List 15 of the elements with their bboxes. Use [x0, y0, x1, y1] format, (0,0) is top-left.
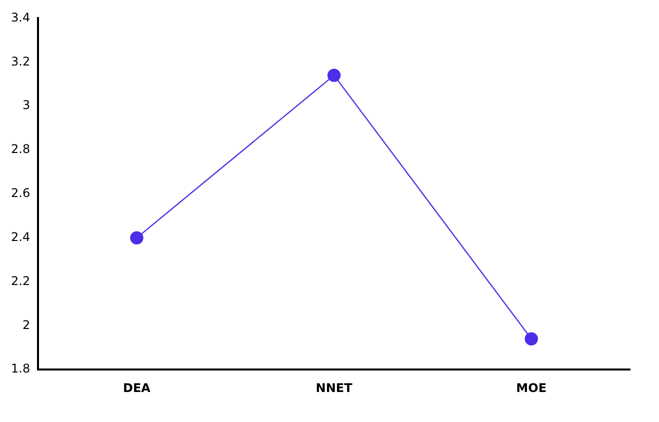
point [130, 231, 144, 244]
y-tick-label: 1.8 [10, 362, 30, 376]
point [327, 68, 341, 82]
y-tick-label: 2.6 [10, 186, 30, 200]
y-tick-label: 2.8 [10, 142, 30, 156]
y-tick-label: 3 [22, 98, 30, 112]
x-tick-label: DEA [123, 380, 152, 395]
y-tick-label: 2 [22, 318, 30, 332]
x-tick-label: NNET [316, 380, 354, 395]
y-tick-label: 3.4 [10, 10, 30, 24]
y-tick-label: 2.4 [10, 230, 30, 244]
point [524, 332, 538, 346]
y-tick-label: 3.2 [10, 54, 30, 68]
x-tick-label: MOE [516, 380, 547, 395]
y-tick-label: 2.2 [10, 274, 30, 288]
